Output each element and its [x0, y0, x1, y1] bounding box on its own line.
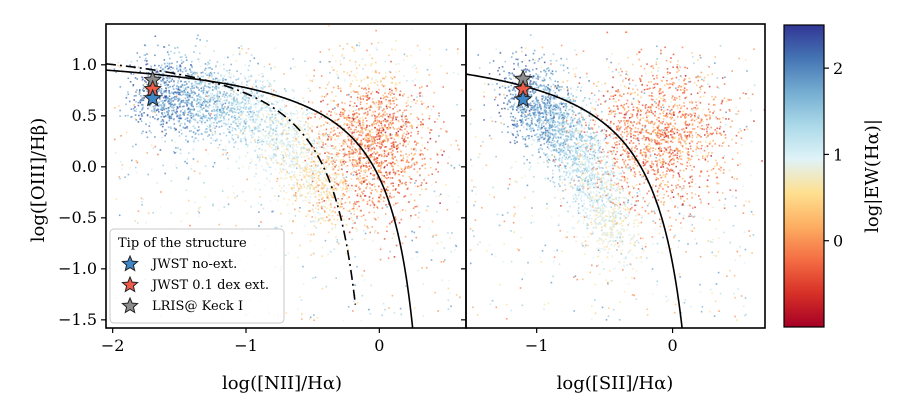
y-tick-label: −0.5 [58, 208, 97, 227]
x-axis-label-right: log([SII]/Hα) [557, 373, 674, 394]
y-tick-label: 0.0 [72, 157, 97, 176]
colorbar-bar [783, 24, 825, 328]
star-markers-right [513, 69, 533, 108]
panel-nii-bpt: −2 −1 0 1.0 0.5 0.0 −0.5 −1.0 −1.5 log([NII]/Hα… [28, 23, 467, 394]
star-marker-jwst-no-ext- [143, 88, 162, 107]
scatter-cloud-right [469, 31, 765, 321]
star-markers-left [143, 70, 162, 107]
x-tick-label: 0 [374, 336, 384, 355]
y-tick-label: −1.0 [58, 259, 97, 278]
legend-star-icon [121, 254, 139, 272]
colorbar-tick-label: 1 [833, 145, 843, 164]
colorbar: 2 1 0 log|EW(Hα)| [783, 24, 883, 328]
legend-box [109, 228, 285, 324]
y-axis-label: log([OIII]/Hβ) [28, 118, 49, 242]
x-ticks-right: −1 0 [525, 328, 678, 355]
y-ticks-right [461, 64, 466, 321]
x-tick-label: 0 [667, 336, 677, 355]
legend: Tip of the structure JWST no-ext. JWST 0.… [109, 228, 285, 324]
y-tick-label: 0.5 [72, 106, 97, 125]
legend-title: Tip of the structure [118, 236, 247, 251]
demarcation-curves-right [466, 73, 683, 328]
demarcation-curves-left [106, 63, 414, 328]
x-tick-label: −1 [234, 336, 258, 355]
legend-entry-label: LRIS@ Keck I [152, 299, 243, 314]
legend-star-icon [121, 275, 139, 293]
y-tick-label: 1.0 [72, 55, 97, 74]
legend-entry-label: JWST 0.1 dex ext. [150, 278, 269, 293]
kewley-curve-right [466, 73, 683, 328]
x-axis-label-left: log([NII]/Hα) [222, 373, 342, 394]
x-ticks-left: −2 −1 0 [101, 328, 384, 355]
colorbar-label: log|EW(Hα)| [862, 119, 883, 233]
colorbar-tick-label: 0 [833, 232, 843, 251]
panel-sii-bpt: −1 0 log([SII]/Hα) [461, 23, 766, 394]
x-tick-label: −2 [101, 336, 125, 355]
legend-entry-label: JWST no-ext. [150, 257, 237, 272]
plot-frame-right [465, 23, 766, 329]
legend-star-icon [121, 296, 139, 314]
colorbar-ticks: 2 1 0 [824, 59, 843, 251]
y-tick-label: −1.5 [58, 310, 97, 329]
star-marker-jwst-no-ext- [513, 89, 533, 108]
kewley-curve-left [106, 69, 414, 328]
colorbar-tick-label: 2 [833, 59, 843, 78]
y-ticks-left: 1.0 0.5 0.0 −0.5 −1.0 −1.5 [58, 55, 106, 329]
kauffmann-curve-left [106, 63, 357, 305]
scatter-cloud-left [113, 25, 463, 322]
x-tick-label: −1 [525, 336, 549, 355]
